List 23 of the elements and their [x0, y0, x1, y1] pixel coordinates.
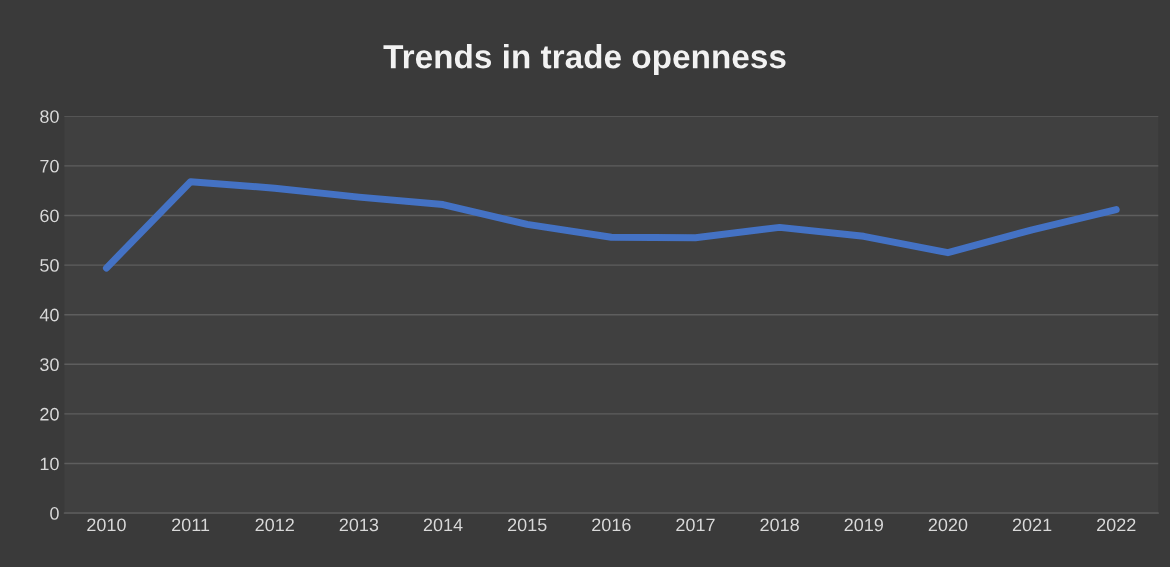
y-tick-label: 30 — [40, 358, 59, 372]
x-tick-label: 2018 — [760, 518, 799, 532]
x-tick-label: 2010 — [87, 518, 126, 532]
y-tick-label: 0 — [50, 507, 59, 520]
chart-title: Trends in trade openness — [383, 44, 786, 76]
x-tick-label: 2012 — [255, 518, 294, 532]
x-tick-label: 2021 — [1012, 518, 1052, 532]
y-tick-label: 10 — [40, 457, 59, 471]
y-tick-label: 40 — [39, 308, 59, 322]
x-tick-label: 2020 — [928, 518, 968, 532]
y-tick-label: 60 — [40, 209, 59, 223]
x-tick-label: 2016 — [592, 518, 631, 532]
x-tick-label: 2022 — [1097, 518, 1136, 532]
y-tick-label: 80 — [40, 110, 59, 123]
x-tick-label: 2011 — [172, 518, 210, 532]
x-tick-label: 2019 — [844, 518, 883, 532]
x-tick-label: 2015 — [508, 518, 547, 532]
y-tick-label: 20 — [40, 407, 59, 421]
x-tick-label: 2013 — [339, 518, 379, 532]
y-tick-label: 70 — [40, 159, 59, 173]
y-tick-label: 50 — [40, 259, 59, 272]
x-tick-label: 2017 — [676, 518, 715, 532]
x-tick-label: 2014 — [423, 518, 463, 532]
